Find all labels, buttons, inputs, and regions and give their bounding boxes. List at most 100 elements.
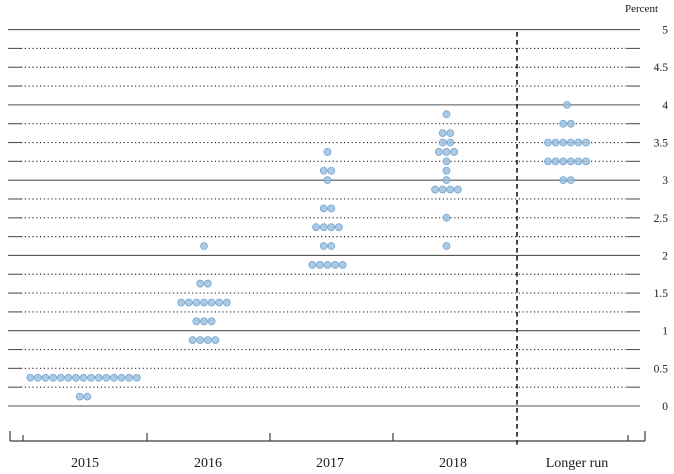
- projection-dot: [41, 373, 50, 382]
- projection-dot: [196, 336, 205, 345]
- projection-dot: [566, 119, 575, 128]
- projection-dot: [327, 242, 336, 250]
- projection-dot: [192, 298, 201, 307]
- projection-dot: [327, 166, 336, 175]
- projection-dot: [574, 138, 583, 147]
- x-category-label: Longer run: [546, 456, 609, 471]
- projection-dot: [34, 373, 42, 382]
- y-tick-label: 4: [662, 100, 668, 112]
- y-tick-label: 3.5: [654, 138, 669, 150]
- projection-dot: [319, 166, 328, 175]
- projection-dot: [442, 148, 451, 156]
- projection-dot: [207, 317, 216, 326]
- projection-dot: [442, 166, 451, 175]
- projection-dot: [188, 336, 197, 345]
- projection-dot: [196, 279, 205, 288]
- projection-dot: [566, 176, 575, 185]
- projection-dot: [26, 373, 35, 382]
- projection-dot: [192, 317, 201, 326]
- projection-dot: [83, 392, 92, 401]
- projection-dot: [184, 298, 193, 307]
- projection-dot: [203, 336, 212, 345]
- projection-dot: [566, 138, 575, 147]
- y-axis-unit-label: Percent: [625, 3, 658, 15]
- projection-dot: [327, 223, 336, 232]
- projection-dot: [559, 176, 568, 185]
- projection-dot: [438, 138, 447, 147]
- projection-dot: [338, 260, 347, 269]
- projection-dot: [442, 110, 451, 119]
- projection-dot: [94, 373, 103, 382]
- y-tick-label: 0: [662, 401, 668, 413]
- projection-dot: [544, 138, 552, 147]
- projection-dot: [551, 157, 560, 166]
- projection-dot: [64, 373, 73, 382]
- projection-dot: [323, 176, 332, 185]
- projection-dot: [438, 185, 447, 194]
- y-tick-label: 3: [662, 175, 668, 187]
- projection-dot: [203, 279, 212, 288]
- projection-dot: [79, 373, 88, 382]
- y-tick-label: 1.5: [654, 288, 669, 300]
- projection-dot: [222, 298, 231, 307]
- projection-dot: [117, 373, 126, 382]
- x-category-label: 2017: [316, 456, 344, 471]
- y-tick-label: 5: [662, 25, 668, 37]
- projection-dot: [582, 138, 590, 147]
- y-tick-label: 4.5: [654, 62, 669, 74]
- projection-dot: [446, 138, 455, 147]
- projection-dot: [453, 185, 462, 194]
- projection-dot: [75, 392, 84, 401]
- projection-dot: [442, 157, 451, 166]
- projection-dot: [200, 242, 208, 250]
- projection-dot: [323, 148, 332, 156]
- y-tick-label: 2.5: [654, 213, 669, 225]
- projection-dot: [132, 373, 141, 382]
- projection-dot: [315, 260, 324, 269]
- projection-dot: [442, 213, 451, 222]
- projection-dot: [544, 157, 552, 166]
- projection-dot: [327, 204, 336, 213]
- projection-dot: [312, 223, 321, 232]
- projection-dot: [207, 298, 216, 307]
- projection-dot: [200, 298, 208, 307]
- projection-dot: [331, 260, 340, 269]
- projection-dot: [551, 138, 560, 147]
- projection-dot: [110, 373, 118, 382]
- projection-dot: [442, 176, 451, 185]
- projection-dot: [446, 129, 455, 138]
- projection-dot: [566, 157, 575, 166]
- projection-dot: [319, 223, 328, 232]
- projection-dot: [323, 260, 332, 269]
- projection-dot: [438, 129, 447, 138]
- projection-dot: [442, 242, 451, 250]
- projection-dot: [559, 119, 568, 128]
- projection-dot: [446, 185, 455, 194]
- projection-dot: [125, 373, 134, 382]
- projection-dot: [319, 242, 328, 250]
- projection-dot: [102, 373, 111, 382]
- projection-dot: [563, 100, 571, 109]
- y-tick-label: 0.5: [654, 363, 669, 375]
- projection-dot: [574, 157, 583, 166]
- projection-dot: [200, 317, 208, 326]
- projection-dot: [87, 373, 95, 382]
- projection-dot: [72, 373, 80, 382]
- x-category-label: 2018: [439, 456, 467, 471]
- y-tick-label: 1: [662, 326, 668, 338]
- y-tick-label: 2: [662, 250, 668, 262]
- projection-dot: [450, 148, 459, 156]
- projection-dot: [49, 373, 57, 382]
- projection-dot: [559, 157, 568, 166]
- projection-dot: [177, 298, 186, 307]
- projection-dot: [308, 260, 317, 269]
- projection-dot: [319, 204, 328, 213]
- x-category-label: 2016: [194, 456, 222, 471]
- projection-dot: [334, 223, 343, 232]
- projection-dot: [56, 373, 65, 382]
- projection-dot: [215, 298, 224, 307]
- projection-dot: [559, 138, 568, 147]
- projection-dot: [582, 157, 590, 166]
